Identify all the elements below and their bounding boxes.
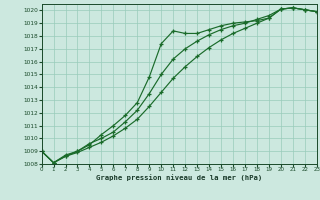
X-axis label: Graphe pression niveau de la mer (hPa): Graphe pression niveau de la mer (hPa) <box>96 175 262 181</box>
